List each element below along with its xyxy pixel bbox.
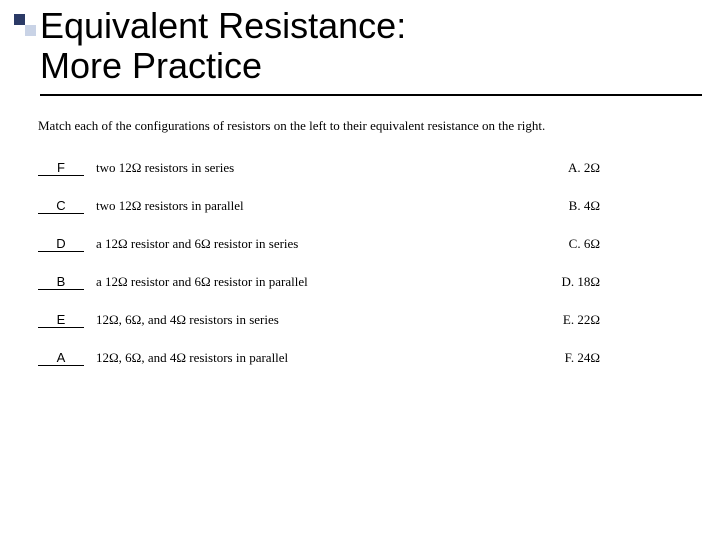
config-text: a 12Ω resistor and 6Ω resistor in series: [96, 236, 426, 252]
answer-blank: D: [38, 237, 84, 252]
answer-blank: A: [38, 351, 84, 366]
accent-square-dark: [14, 14, 25, 25]
answer-blank: B: [38, 275, 84, 290]
match-row: A 12Ω, 6Ω, and 4Ω resistors in parallel …: [38, 350, 690, 366]
answer-blank: C: [38, 199, 84, 214]
config-text: two 12Ω resistors in parallel: [96, 198, 426, 214]
config-text: a 12Ω resistor and 6Ω resistor in parall…: [96, 274, 426, 290]
answer-blank: E: [38, 313, 84, 328]
answer-letter: B: [57, 274, 66, 289]
config-text: 12Ω, 6Ω, and 4Ω resistors in parallel: [96, 350, 426, 366]
answer-letter: D: [56, 236, 65, 251]
match-row: F two 12Ω resistors in series A. 2Ω: [38, 160, 690, 176]
choice-text: A. 2Ω: [568, 160, 690, 176]
choice-text: F. 24Ω: [565, 350, 690, 366]
slide-title: Equivalent Resistance: More Practice: [40, 6, 406, 87]
accent-square-light: [25, 25, 36, 36]
title-line-2: More Practice: [40, 46, 406, 86]
match-row: C two 12Ω resistors in parallel B. 4Ω: [38, 198, 690, 214]
answer-blank: F: [38, 161, 84, 176]
matching-table: F two 12Ω resistors in series A. 2Ω C tw…: [38, 160, 690, 388]
choice-text: D. 18Ω: [561, 274, 690, 290]
choice-text: B. 4Ω: [569, 198, 690, 214]
answer-letter: F: [57, 160, 65, 175]
instructions-text: Match each of the configurations of resi…: [38, 118, 545, 134]
title-bullet-accent: [14, 14, 36, 36]
choice-text: C. 6Ω: [569, 236, 690, 252]
answer-letter: E: [57, 312, 66, 327]
config-text: two 12Ω resistors in series: [96, 160, 426, 176]
config-text: 12Ω, 6Ω, and 4Ω resistors in series: [96, 312, 426, 328]
answer-letter: C: [56, 198, 65, 213]
match-row: E 12Ω, 6Ω, and 4Ω resistors in series E.…: [38, 312, 690, 328]
match-row: B a 12Ω resistor and 6Ω resistor in para…: [38, 274, 690, 290]
title-line-1: Equivalent Resistance:: [40, 6, 406, 46]
match-row: D a 12Ω resistor and 6Ω resistor in seri…: [38, 236, 690, 252]
title-underline: [40, 94, 702, 96]
choice-text: E. 22Ω: [563, 312, 690, 328]
answer-letter: A: [57, 350, 66, 365]
